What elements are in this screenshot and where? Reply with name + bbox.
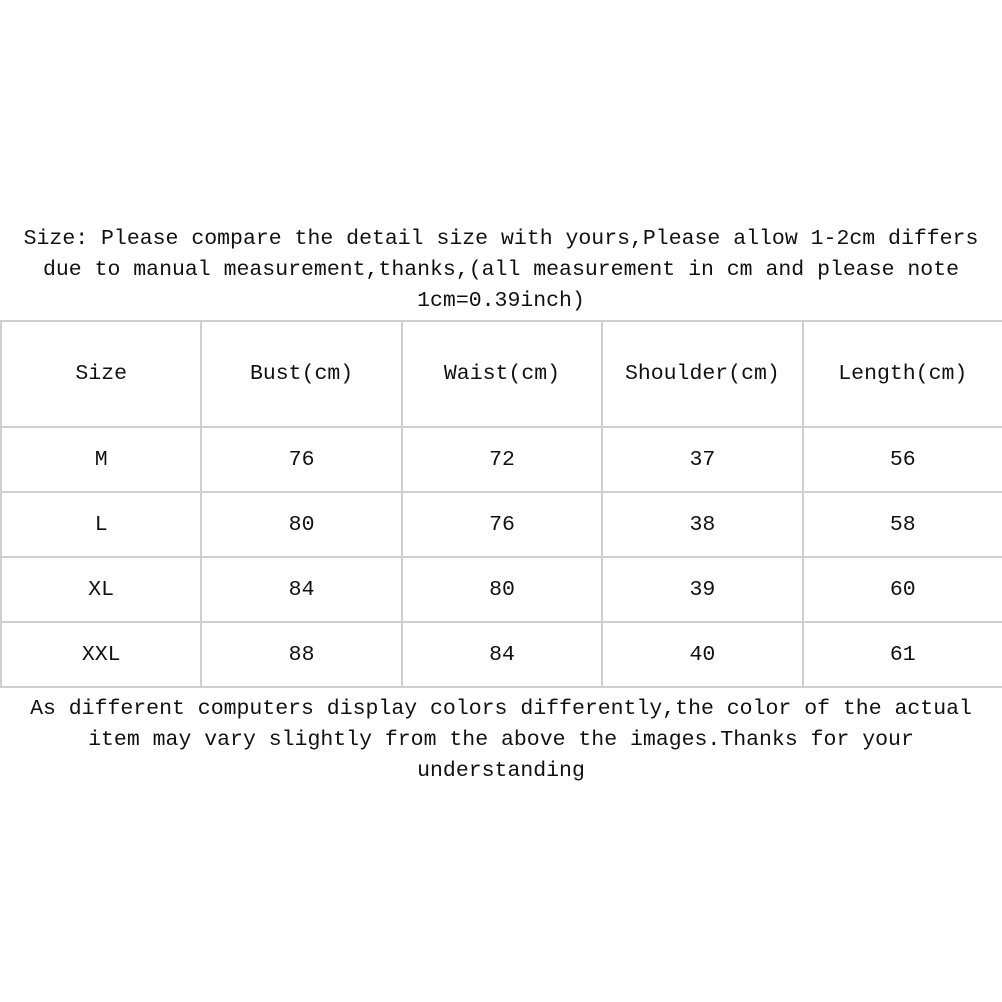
cell-bust: 84 [200,556,403,623]
cell-length: 58 [801,491,1002,558]
cell-bust: 80 [200,491,403,558]
cell-length: 56 [801,426,1002,493]
table-row: XXL 88 84 40 61 [0,621,1002,688]
header-size: Size [0,320,203,428]
cell-bust: 88 [200,621,403,688]
header-waist: Waist(cm) [400,320,604,428]
color-disclaimer: As different computers display colors di… [30,697,972,783]
cell-waist: 80 [400,556,604,623]
cell-shoulder: 40 [601,621,804,688]
cell-shoulder: 37 [601,426,804,493]
cell-waist: 72 [400,426,604,493]
cell-size: M [0,426,203,493]
table-header-row: Size Bust(cm) Waist(cm) Shoulder(cm) Len… [0,320,1002,428]
cell-waist: 76 [400,491,604,558]
table-row: L 80 76 38 58 [0,491,1002,558]
cell-shoulder: 39 [601,556,804,623]
table-row: M 76 72 37 56 [0,426,1002,493]
cell-shoulder: 38 [601,491,804,558]
cell-size: XL [0,556,203,623]
cell-waist: 84 [400,621,604,688]
header-length: Length(cm) [801,320,1002,428]
size-note: Size: Please compare the detail size wit… [23,227,979,313]
header-shoulder: Shoulder(cm) [601,320,804,428]
header-bust: Bust(cm) [200,320,403,428]
cell-length: 60 [801,556,1002,623]
size-chart-table: Size Bust(cm) Waist(cm) Shoulder(cm) Len… [0,320,1002,688]
cell-length: 61 [801,621,1002,688]
table-row: XL 84 80 39 60 [0,556,1002,623]
cell-size: XXL [0,621,203,688]
cell-size: L [0,491,203,558]
cell-bust: 76 [200,426,403,493]
